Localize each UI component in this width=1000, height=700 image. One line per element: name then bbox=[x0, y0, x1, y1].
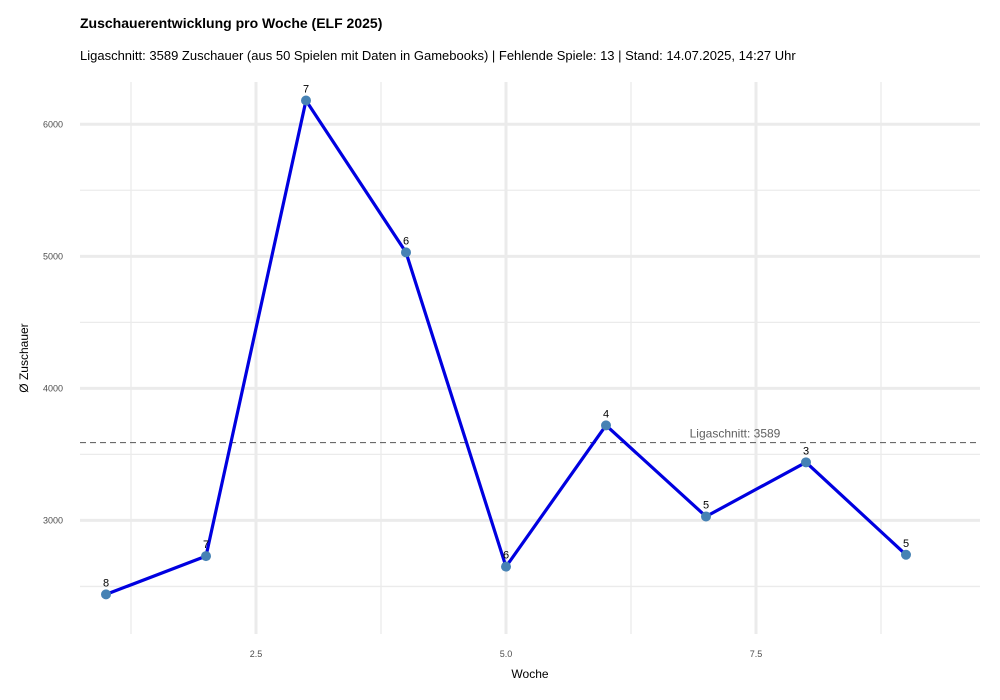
data-point-8 bbox=[801, 457, 811, 468]
data-label-3: 7 bbox=[303, 83, 309, 95]
data-label-7: 5 bbox=[703, 499, 709, 511]
chart-subtitle: Ligaschnitt: 3589 Zuschauer (aus 50 Spie… bbox=[80, 48, 796, 63]
data-point-3 bbox=[301, 95, 311, 106]
data-point-1 bbox=[101, 589, 111, 600]
data-point-6 bbox=[601, 420, 611, 431]
y-tick-label-1: 4000 bbox=[43, 383, 63, 393]
reference-line-label: Ligaschnitt: 3589 bbox=[690, 427, 781, 441]
data-label-1: 8 bbox=[103, 577, 109, 589]
data-point-4 bbox=[401, 247, 411, 258]
data-point-9 bbox=[901, 549, 911, 560]
y-tick-label-3: 6000 bbox=[43, 119, 63, 129]
data-label-9: 5 bbox=[903, 538, 909, 550]
data-label-2: 7 bbox=[203, 539, 209, 551]
x-tick-label-0: 2.5 bbox=[250, 649, 263, 659]
reference-line-group: Ligaschnitt: 3589 bbox=[80, 427, 976, 444]
data-label-6: 4 bbox=[603, 408, 609, 420]
y-tick-label-0: 3000 bbox=[43, 515, 63, 525]
data-point-5 bbox=[501, 561, 511, 572]
data-point-7 bbox=[701, 511, 711, 522]
x-tick-label-2: 7.5 bbox=[750, 649, 763, 659]
y-axis-title: Ø Zuschauer bbox=[17, 323, 31, 392]
data-label-5: 6 bbox=[503, 550, 509, 562]
grid-lines bbox=[80, 82, 980, 634]
chart-title: Zuschauerentwicklung pro Woche (ELF 2025… bbox=[80, 15, 383, 31]
data-label-4: 6 bbox=[403, 235, 409, 247]
x-axis-title: Woche bbox=[511, 667, 548, 681]
y-tick-label-2: 5000 bbox=[43, 251, 63, 261]
data-label-8: 3 bbox=[803, 445, 809, 457]
x-tick-label-1: 5.0 bbox=[500, 649, 513, 659]
tick-labels: 2.5 5.0 7.5 3000 4000 5000 6000 bbox=[43, 119, 762, 659]
data-point-2 bbox=[201, 551, 211, 562]
series-group: 8 7 7 6 6 4 5 3 5 bbox=[101, 83, 911, 600]
